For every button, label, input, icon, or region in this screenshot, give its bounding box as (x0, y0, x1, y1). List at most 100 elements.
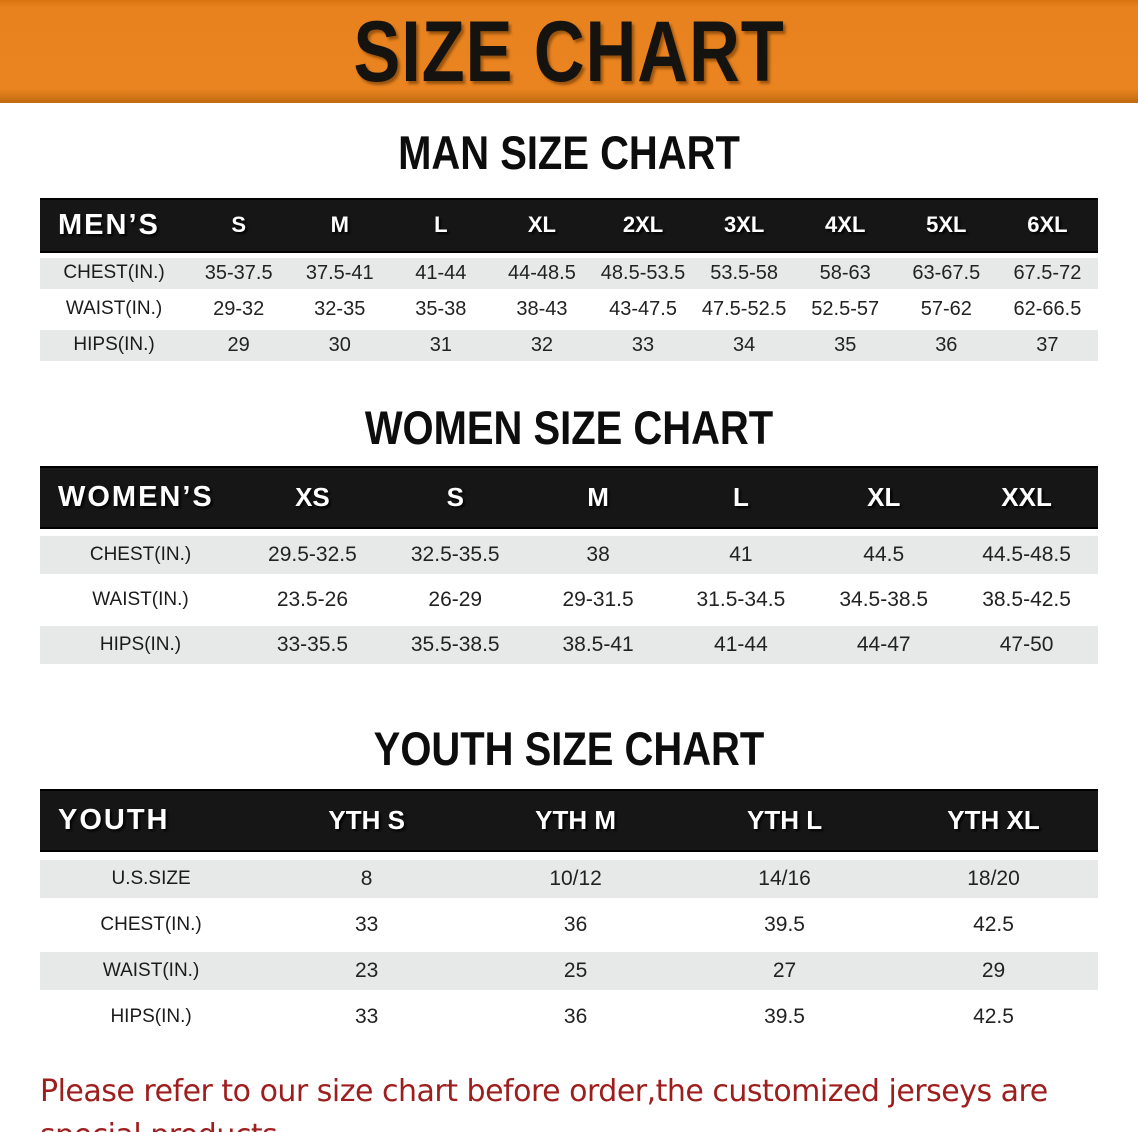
size-value-cell: 31 (390, 329, 492, 361)
size-value-cell: 23.5-26 (241, 581, 384, 620)
size-column-header: YTH XL (889, 789, 1098, 853)
row-label-cell: HIPS(IN.) (40, 329, 189, 361)
row-label-cell: WAIST(IN.) (40, 293, 189, 325)
size-value-cell: 32 (491, 329, 593, 361)
size-value-cell: 29-31.5 (526, 581, 670, 620)
size-value-cell: 29 (188, 329, 290, 361)
table-row: CHEST(IN.) 33 36 39.5 42.5 (40, 906, 1098, 945)
size-value-cell: 47.5-52.5 (693, 293, 795, 325)
row-label-cell: WAIST(IN.) (40, 952, 263, 991)
size-column-header: XL (812, 466, 956, 530)
size-value-cell: 38.5-41 (526, 626, 670, 665)
size-value-cell: 52.5-57 (794, 293, 896, 325)
size-value-cell: 29 (889, 952, 1098, 991)
women-section: WOMEN SIZE CHART WOMEN’S XS S M L XL XXL CHEST(… (0, 400, 1138, 672)
size-value-cell: 36 (895, 329, 997, 361)
size-column-header: 5XL (895, 197, 997, 253)
size-column-header: 3XL (693, 197, 795, 253)
size-column-header: YTH S (262, 789, 472, 853)
size-value-cell: 36 (471, 998, 681, 1037)
table-row: CHEST(IN.) 29.5-32.5 32.5-35.5 38 41 44.5 44.5… (40, 536, 1098, 575)
size-value-cell: 37 (996, 329, 1098, 361)
size-column-header: YTH M (471, 789, 681, 853)
table-title-cell: MEN’S (40, 197, 189, 253)
size-value-cell: 41-44 (390, 257, 492, 289)
row-label-cell: HIPS(IN.) (40, 998, 263, 1037)
youth-size-table: YOUTH YTH S YTH M YTH L YTH XL U.S.SIZE 8 10/12… (40, 781, 1098, 1044)
size-column-header: 6XL (996, 197, 1098, 253)
size-column-header: L (390, 197, 492, 253)
size-value-cell: 39.5 (680, 906, 890, 945)
disclaimer-note: Please refer to our size chart before or… (40, 1070, 1100, 1132)
size-value-cell: 48.5-53.5 (592, 257, 694, 289)
size-column-header: 2XL (592, 197, 694, 253)
size-column-header: M (289, 197, 391, 253)
size-value-cell: 62-66.5 (996, 293, 1098, 325)
size-value-cell: 18/20 (889, 860, 1098, 899)
size-column-header: YTH L (680, 789, 890, 853)
size-column-header: M (526, 466, 670, 530)
row-label-cell: HIPS(IN.) (40, 626, 242, 665)
size-column-header: S (188, 197, 290, 253)
size-value-cell: 35 (794, 329, 896, 361)
size-value-cell: 34 (693, 329, 795, 361)
size-value-cell: 30 (289, 329, 391, 361)
size-value-cell: 25 (471, 952, 681, 991)
size-value-cell: 37.5-41 (289, 257, 391, 289)
women-section-heading: WOMEN SIZE CHART (364, 400, 774, 454)
table-row: U.S.SIZE 8 10/12 14/16 18/20 (40, 860, 1098, 899)
size-value-cell: 34.5-38.5 (812, 581, 956, 620)
size-column-header: XXL (955, 466, 1098, 530)
table-row: WAIST(IN.) 23 25 27 29 (40, 952, 1098, 991)
size-value-cell: 38 (526, 536, 670, 575)
size-column-header: S (383, 466, 527, 530)
men-section-heading: MAN SIZE CHART (398, 126, 740, 179)
size-value-cell: 36 (471, 906, 681, 945)
table-header-row: WOMEN’S XS S M L XL XXL (40, 466, 1098, 530)
size-value-cell: 8 (262, 860, 472, 899)
row-label-cell: WAIST(IN.) (40, 581, 242, 620)
men-section: MAN SIZE CHART MEN’S S M L XL 2XL 3XL 4XL 5XL 6XL… (0, 127, 1138, 366)
table-row: HIPS(IN.) 33-35.5 35.5-38.5 38.5-41 41-44 44-… (40, 626, 1098, 665)
table-title-cell: WOMEN’S (40, 466, 242, 530)
table-row: HIPS(IN.) 29 30 31 32 33 34 35 36 37 (40, 329, 1098, 361)
size-value-cell: 39.5 (680, 998, 890, 1037)
size-column-header: 4XL (794, 197, 896, 253)
size-value-cell: 23 (262, 952, 472, 991)
table-header-row: YOUTH YTH S YTH M YTH L YTH XL (40, 789, 1098, 853)
size-value-cell: 26-29 (383, 581, 527, 620)
size-column-header: L (669, 466, 813, 530)
size-value-cell: 35-38 (390, 293, 492, 325)
row-label-cell: CHEST(IN.) (40, 906, 263, 945)
size-value-cell: 44-48.5 (491, 257, 593, 289)
size-value-cell: 29-32 (188, 293, 290, 325)
size-value-cell: 33 (262, 998, 472, 1037)
table-title-cell: YOUTH (40, 789, 263, 853)
row-label-cell: CHEST(IN.) (40, 257, 189, 289)
size-value-cell: 42.5 (889, 906, 1098, 945)
women-size-table: WOMEN’S XS S M L XL XXL CHEST(IN.) 29.5-32.5 32.5… (40, 459, 1098, 671)
size-value-cell: 57-62 (895, 293, 997, 325)
size-value-cell: 38-43 (491, 293, 593, 325)
size-value-cell: 63-67.5 (895, 257, 997, 289)
size-value-cell: 31.5-34.5 (669, 581, 813, 620)
size-value-cell: 33-35.5 (241, 626, 384, 665)
men-size-table: MEN’S S M L XL 2XL 3XL 4XL 5XL 6XL CHEST(IN.) 35-37… (40, 193, 1098, 366)
size-value-cell: 53.5-58 (693, 257, 795, 289)
size-value-cell: 58-63 (794, 257, 896, 289)
size-value-cell: 47-50 (955, 626, 1098, 665)
size-value-cell: 35.5-38.5 (383, 626, 527, 665)
youth-section-heading: YOUTH SIZE CHART (373, 722, 765, 776)
table-row: HIPS(IN.) 33 36 39.5 42.5 (40, 998, 1098, 1037)
size-chart-banner: SIZE CHART (0, 0, 1138, 103)
table-row: WAIST(IN.) 29-32 32-35 35-38 38-43 43-47.5 47.… (40, 293, 1098, 325)
banner-title: SIZE CHART (353, 3, 785, 100)
size-value-cell: 10/12 (471, 860, 681, 899)
size-value-cell: 44.5-48.5 (955, 536, 1098, 575)
size-value-cell: 32.5-35.5 (383, 536, 527, 575)
size-value-cell: 29.5-32.5 (241, 536, 384, 575)
row-label-cell: CHEST(IN.) (40, 536, 242, 575)
size-value-cell: 33 (262, 906, 472, 945)
size-value-cell: 41-44 (669, 626, 813, 665)
size-value-cell: 44.5 (812, 536, 956, 575)
